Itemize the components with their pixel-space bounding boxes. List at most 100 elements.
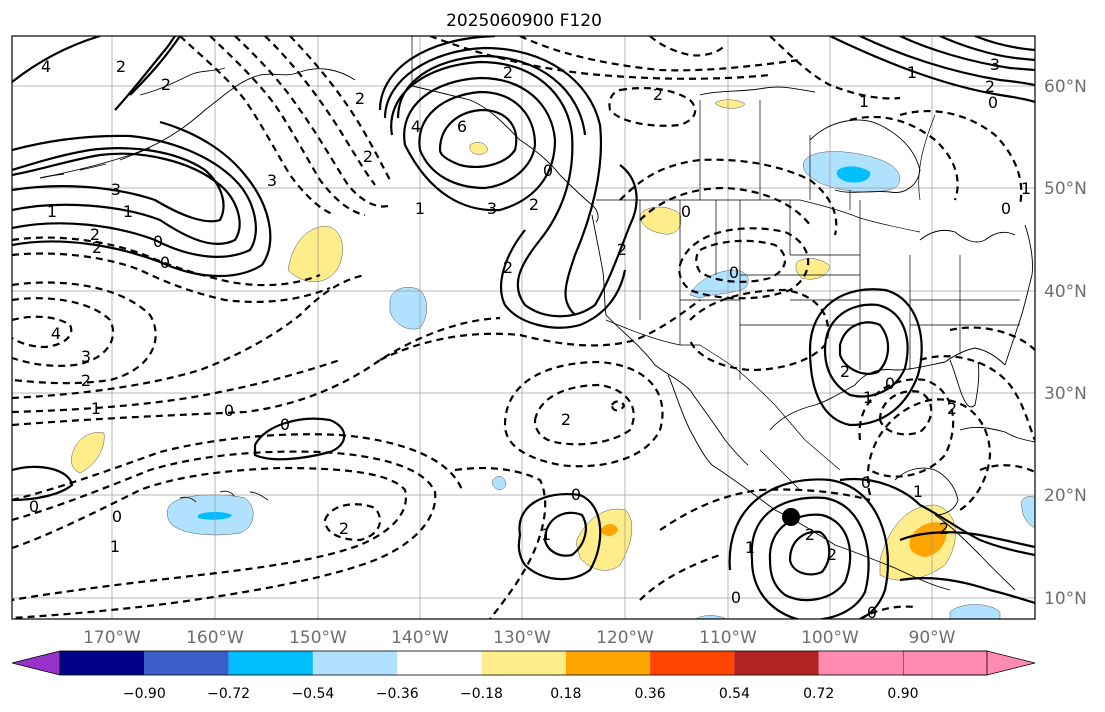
contour-label: 1 bbox=[541, 525, 551, 544]
contour-label: 0 bbox=[160, 253, 170, 272]
patch-blue-right-edge bbox=[1021, 496, 1035, 528]
hawaii-islands bbox=[179, 490, 269, 503]
contour-dash-canada-2 bbox=[639, 186, 811, 226]
colorbar-segment bbox=[144, 651, 229, 675]
gulf-coast-texas bbox=[769, 369, 896, 431]
contour-dash-w-2 bbox=[12, 236, 321, 287]
florida-coast bbox=[949, 359, 980, 408]
patch-blue-offshore bbox=[389, 287, 427, 330]
contour-nw-loop-4 bbox=[12, 120, 272, 278]
contour-label: 2 bbox=[339, 519, 349, 538]
contour-label: 4 bbox=[51, 324, 61, 343]
contour-mx-loop-1 bbox=[788, 530, 831, 576]
contour-gulf-loop-1 bbox=[438, 108, 518, 168]
colorbar-segment bbox=[481, 651, 566, 675]
contour-dash-w-1 bbox=[12, 252, 331, 304]
colorbar: −0.90 −0.72 −0.54 −0.36 −0.18 0.18 0.36 … bbox=[11, 650, 1036, 702]
contour-ne-5 bbox=[974, 36, 1035, 52]
gridlines bbox=[12, 36, 1035, 619]
contour-label: 4 bbox=[41, 57, 51, 76]
contour-label: 1 bbox=[415, 199, 425, 218]
contour-dash-east-3 bbox=[866, 398, 992, 511]
yucatan-coast bbox=[894, 467, 959, 516]
contour-label: 1 bbox=[863, 388, 873, 407]
contour-label: 2 bbox=[653, 85, 663, 104]
colorbar-segment bbox=[60, 651, 145, 675]
colorbar-under-arrow bbox=[11, 650, 61, 676]
contour-label: 0 bbox=[112, 507, 122, 526]
lon-tick-label: 130°W bbox=[493, 628, 551, 648]
contour-label: 2 bbox=[561, 410, 571, 429]
contour-dash-w-8 bbox=[12, 316, 501, 427]
patch-yellow-central-pacific bbox=[71, 432, 105, 474]
lon-tick-label: 150°W bbox=[289, 628, 347, 648]
contour-label: 2 bbox=[617, 240, 627, 259]
colorbar-over-arrow bbox=[902, 650, 1036, 676]
contour-west-ridge bbox=[500, 229, 627, 329]
colorbar-tick-label: −0.54 bbox=[291, 686, 334, 702]
contour-label: 3 bbox=[81, 347, 91, 366]
lat-tick-label: 30°N bbox=[1044, 384, 1087, 404]
contour-nw-top bbox=[129, 36, 181, 96]
contour-label: 2 bbox=[827, 545, 837, 564]
latitude-axis: 60°N 50°N 40°N 30°N 20°N 10°N bbox=[1044, 77, 1087, 609]
contour-dash-east-2 bbox=[858, 378, 955, 478]
west-coast-south bbox=[605, 314, 691, 391]
contour-label: 0 bbox=[571, 485, 581, 504]
contour-label: 0 bbox=[731, 588, 741, 607]
contour-label: 0 bbox=[885, 374, 895, 393]
contour-label: 2 bbox=[90, 225, 100, 244]
contour-label: 3 bbox=[111, 180, 121, 199]
contour-dash-nw-4 bbox=[264, 36, 376, 186]
contour-label: 4 bbox=[411, 117, 421, 136]
contour-label: 0 bbox=[729, 263, 739, 282]
longitude-axis: 170°W 160°W 150°W 140°W 130°W 120°W 110°… bbox=[83, 628, 956, 648]
lon-tick-label: 110°W bbox=[699, 628, 757, 648]
contour-label: 6 bbox=[457, 117, 467, 136]
mexico-pacific-coast bbox=[711, 464, 951, 591]
map-title: 2025060900 F120 bbox=[446, 11, 602, 31]
contour-label: 0 bbox=[681, 202, 691, 221]
contour-dash-east-5 bbox=[949, 326, 1035, 351]
contour-dash-nw-2 bbox=[209, 36, 366, 217]
contour-ne-2 bbox=[859, 36, 1035, 87]
contour-label: 3 bbox=[487, 199, 497, 218]
patch-orange-central-america bbox=[909, 522, 947, 557]
central-america-coast bbox=[934, 514, 1016, 591]
west-coast-north bbox=[591, 214, 607, 316]
arctic-coast bbox=[699, 86, 816, 96]
contour-mx-loop-4 bbox=[728, 478, 889, 619]
contour-ca-1 bbox=[899, 576, 1035, 605]
patch-yellow-northwest bbox=[639, 206, 682, 235]
contour-label: 1 bbox=[47, 202, 57, 221]
colorbar-tick-label: 0.18 bbox=[550, 686, 581, 702]
contour-dash-nw-3 bbox=[234, 36, 393, 208]
colorbar-segment bbox=[397, 651, 482, 675]
contour-dash-plains-2 bbox=[678, 227, 810, 300]
us-mexico-border bbox=[605, 319, 776, 406]
contour-label: 2 bbox=[947, 399, 957, 418]
lon-tick-label: 100°W bbox=[801, 628, 859, 648]
contour-nw-loop-3 bbox=[12, 134, 257, 258]
contour-label: 2 bbox=[161, 75, 171, 94]
contour-dash-s-2 bbox=[12, 450, 437, 619]
contour-label: 2 bbox=[985, 77, 995, 96]
contour-label: 1 bbox=[91, 399, 101, 418]
lon-tick-label: 90°W bbox=[909, 628, 956, 648]
colorbar-tick-label: 0.72 bbox=[803, 686, 834, 702]
cuba-coast bbox=[959, 426, 1035, 443]
contour-label: 1 bbox=[859, 92, 869, 111]
lon-tick-label: 140°W bbox=[391, 628, 449, 648]
contour-label: 1 bbox=[913, 482, 923, 501]
contour-label: 3 bbox=[267, 171, 277, 190]
contour-dash-canada-4 bbox=[899, 109, 1023, 206]
contour-dash-bottom-1 bbox=[859, 605, 916, 619]
colorbar-segment bbox=[650, 651, 735, 675]
map-frame bbox=[11, 35, 1036, 620]
colorbar-segment bbox=[818, 651, 903, 675]
colorbar-tick-label: −0.72 bbox=[207, 686, 250, 702]
great-lakes-coast bbox=[919, 229, 1016, 243]
contour-dash-s-1 bbox=[12, 466, 407, 602]
contour-east-low-1 bbox=[838, 321, 890, 375]
